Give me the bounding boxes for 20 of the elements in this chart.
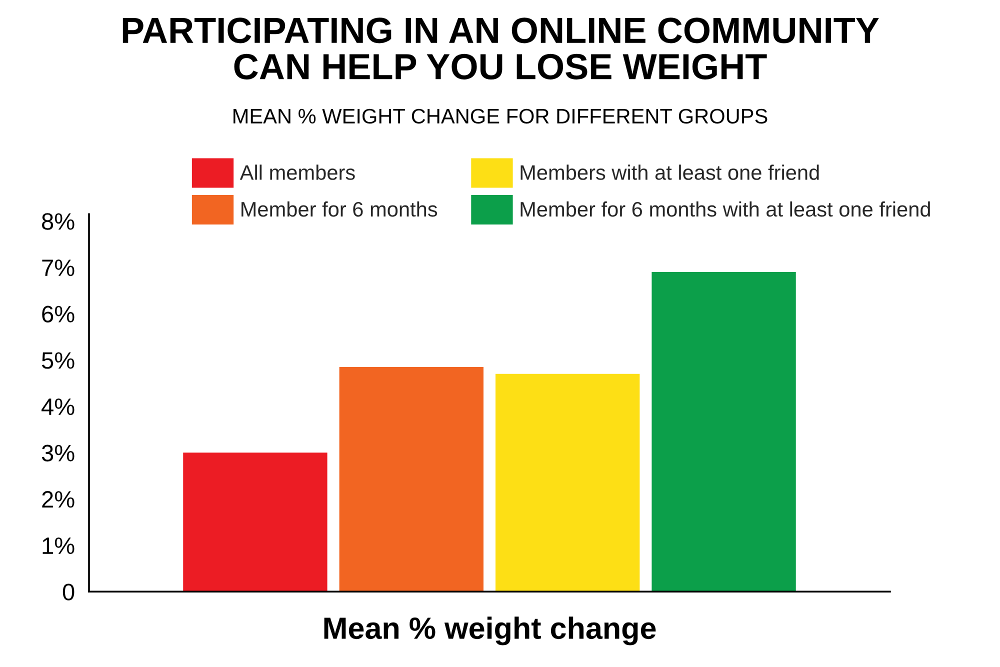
chart-subtitle: MEAN % WEIGHT CHANGE FOR DIFFERENT GROUPS <box>234 108 768 124</box>
y-tick-label: 6% <box>42 306 74 322</box>
legend-label: Member for 6 months with at least one friend <box>520 201 930 217</box>
y-tick-label: 4% <box>42 398 74 416</box>
y-tick-label: 3% <box>42 444 74 462</box>
y-tick-label: 5% <box>42 352 74 369</box>
bar <box>183 452 328 592</box>
legend-label: All members <box>240 164 355 180</box>
x-axis-title: Mean % weight change <box>324 616 656 646</box>
y-tick-label: 2% <box>42 491 74 508</box>
y-tick-label: 1% <box>42 537 74 554</box>
bar <box>496 374 640 592</box>
y-tick-label: 0 <box>62 584 74 600</box>
y-tick-label: 7% <box>42 260 74 276</box>
bar <box>339 366 484 592</box>
y-tick-label: 8% <box>42 213 74 230</box>
legend-label: Member for 6 months <box>242 201 438 217</box>
legend-label: Members with at least one friend <box>520 164 819 180</box>
bar <box>652 272 796 592</box>
chart-title: PARTICIPATING IN AN ONLINE COMMUNITY CAN HELP YOU LOSE WEIGHT <box>122 18 879 80</box>
